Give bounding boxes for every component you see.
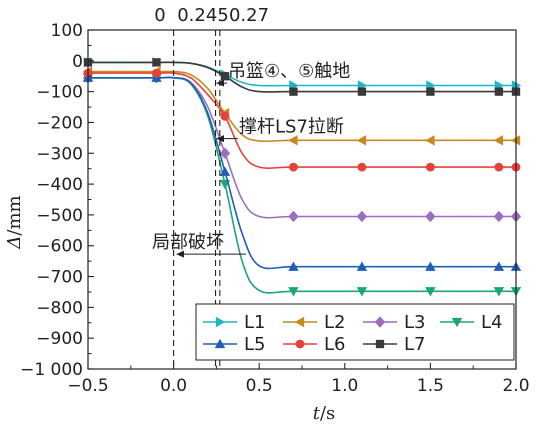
y-tick-label: −600 bbox=[36, 237, 83, 257]
annotation: 吊篮④、⑤触地 bbox=[216, 61, 350, 87]
event-line-label: 0.245 bbox=[177, 5, 229, 26]
legend-label: L7 bbox=[404, 334, 425, 355]
x-tick-label: 1.5 bbox=[417, 376, 444, 396]
x-tick-label: −0.5 bbox=[67, 376, 108, 396]
legend-item-l7: L7 bbox=[363, 334, 425, 355]
y-tick-label: −100 bbox=[36, 83, 83, 103]
data-point-l6 bbox=[152, 68, 161, 78]
y-tick-label: −1 000 bbox=[20, 360, 83, 380]
annotation: 局部破坏 bbox=[152, 232, 246, 258]
x-axis-title: t/s bbox=[313, 403, 336, 424]
annotation-text: 局部破坏 bbox=[152, 232, 224, 253]
y-tick-label: −700 bbox=[36, 268, 83, 288]
data-point-l5 bbox=[493, 261, 505, 271]
x-axis-var: t bbox=[313, 403, 321, 424]
legend-item-l6: L6 bbox=[283, 334, 345, 355]
y-tick-label: 0 bbox=[72, 52, 83, 72]
y-tick-label: −900 bbox=[36, 329, 83, 349]
legend-label: L3 bbox=[404, 312, 425, 333]
y-tick-label: −800 bbox=[36, 298, 83, 318]
legend-item-l3: L3 bbox=[363, 312, 425, 333]
data-point-l6 bbox=[357, 162, 367, 172]
data-point-l6 bbox=[494, 162, 504, 172]
legend-swatch-marker bbox=[294, 316, 305, 328]
series-line-l3 bbox=[88, 76, 516, 219]
x-axis-unit: /s bbox=[320, 403, 335, 424]
data-point-l6 bbox=[220, 111, 230, 121]
legend-item-l1: L1 bbox=[203, 312, 265, 333]
data-point-l5 bbox=[219, 166, 231, 176]
legend-swatch-marker bbox=[214, 338, 226, 349]
data-point-l3 bbox=[219, 147, 231, 159]
y-axis-unit: /mm bbox=[4, 195, 25, 235]
data-point-l3 bbox=[425, 210, 436, 223]
legend-item-l2: L2 bbox=[283, 312, 345, 333]
legend-item-l5: L5 bbox=[203, 334, 265, 355]
series-l4 bbox=[82, 73, 522, 297]
y-axis-var: Δ bbox=[4, 236, 25, 250]
axes: −0.5 0.0 0.5 1.0 1.5 2.0 100 0 −100 −200 −300 −400 −… bbox=[20, 21, 529, 396]
y-tick-label: −400 bbox=[36, 175, 83, 195]
data-point-l6 bbox=[289, 162, 298, 172]
legend-swatch-marker bbox=[451, 317, 463, 328]
y-tick-label: 100 bbox=[51, 21, 83, 41]
series-l5 bbox=[82, 72, 522, 271]
series-line-l4 bbox=[88, 76, 516, 294]
y-tick-label: −200 bbox=[36, 113, 83, 133]
legend: L1 L2 L3 L4 L5 L6 L7 bbox=[195, 303, 515, 361]
annotation-text: 吊篮④、⑤触地 bbox=[228, 61, 350, 82]
legend-label: L4 bbox=[481, 312, 502, 333]
data-point-l4 bbox=[425, 287, 436, 297]
legend-box bbox=[195, 303, 515, 361]
data-point-l4 bbox=[288, 287, 299, 297]
data-point-l7 bbox=[152, 58, 161, 67]
x-tick-label: 0.0 bbox=[160, 376, 187, 396]
plot-area bbox=[82, 57, 522, 297]
event-line-label: 0 bbox=[154, 5, 165, 26]
x-tick-label: 0.5 bbox=[246, 376, 273, 396]
legend-swatch-marker bbox=[295, 339, 305, 349]
legend-swatch-marker bbox=[374, 316, 386, 328]
data-point-l4 bbox=[356, 287, 368, 297]
annotation-arrowhead bbox=[216, 79, 224, 87]
data-point-l3 bbox=[288, 210, 299, 223]
legend-label: L1 bbox=[244, 312, 265, 333]
data-point-l4 bbox=[493, 287, 505, 297]
annotation-text: 撑杆LS7拉断 bbox=[239, 117, 344, 138]
data-point-l2 bbox=[356, 135, 367, 146]
data-point-l3 bbox=[356, 210, 368, 223]
data-point-l2 bbox=[425, 135, 435, 146]
legend-swatch-marker bbox=[375, 339, 385, 349]
event-line-label: 0.27 bbox=[229, 5, 269, 26]
x-tick-label: 2.0 bbox=[502, 376, 529, 396]
x-tick-label: 1.0 bbox=[331, 376, 358, 396]
data-point-l7 bbox=[426, 87, 435, 96]
y-tick-label: −300 bbox=[36, 144, 83, 164]
annotation-arrowhead bbox=[216, 135, 224, 143]
data-point-l7 bbox=[220, 72, 230, 81]
legend-swatch-marker bbox=[215, 316, 226, 328]
legend-label: L6 bbox=[324, 334, 345, 355]
legend-label: L5 bbox=[244, 334, 265, 355]
data-point-l5 bbox=[356, 261, 368, 271]
data-point-l6 bbox=[425, 162, 435, 172]
data-point-l7 bbox=[357, 87, 367, 96]
data-point-l2 bbox=[288, 135, 298, 146]
data-point-l5 bbox=[288, 261, 299, 271]
y-axis-title: Δ/mm bbox=[4, 195, 25, 249]
y-tick-label: −500 bbox=[36, 206, 83, 226]
data-point-l2 bbox=[493, 135, 504, 146]
series-l3 bbox=[82, 72, 522, 223]
annotation-arrowhead bbox=[176, 250, 184, 258]
legend-item-l4: L4 bbox=[440, 312, 502, 333]
data-point-l3 bbox=[493, 210, 505, 223]
annotation: 撑杆LS7拉断 bbox=[216, 117, 344, 143]
data-point-l7 bbox=[494, 87, 504, 96]
data-point-l7 bbox=[289, 87, 298, 96]
data-point-l5 bbox=[425, 261, 436, 271]
legend-label: L2 bbox=[324, 312, 345, 333]
